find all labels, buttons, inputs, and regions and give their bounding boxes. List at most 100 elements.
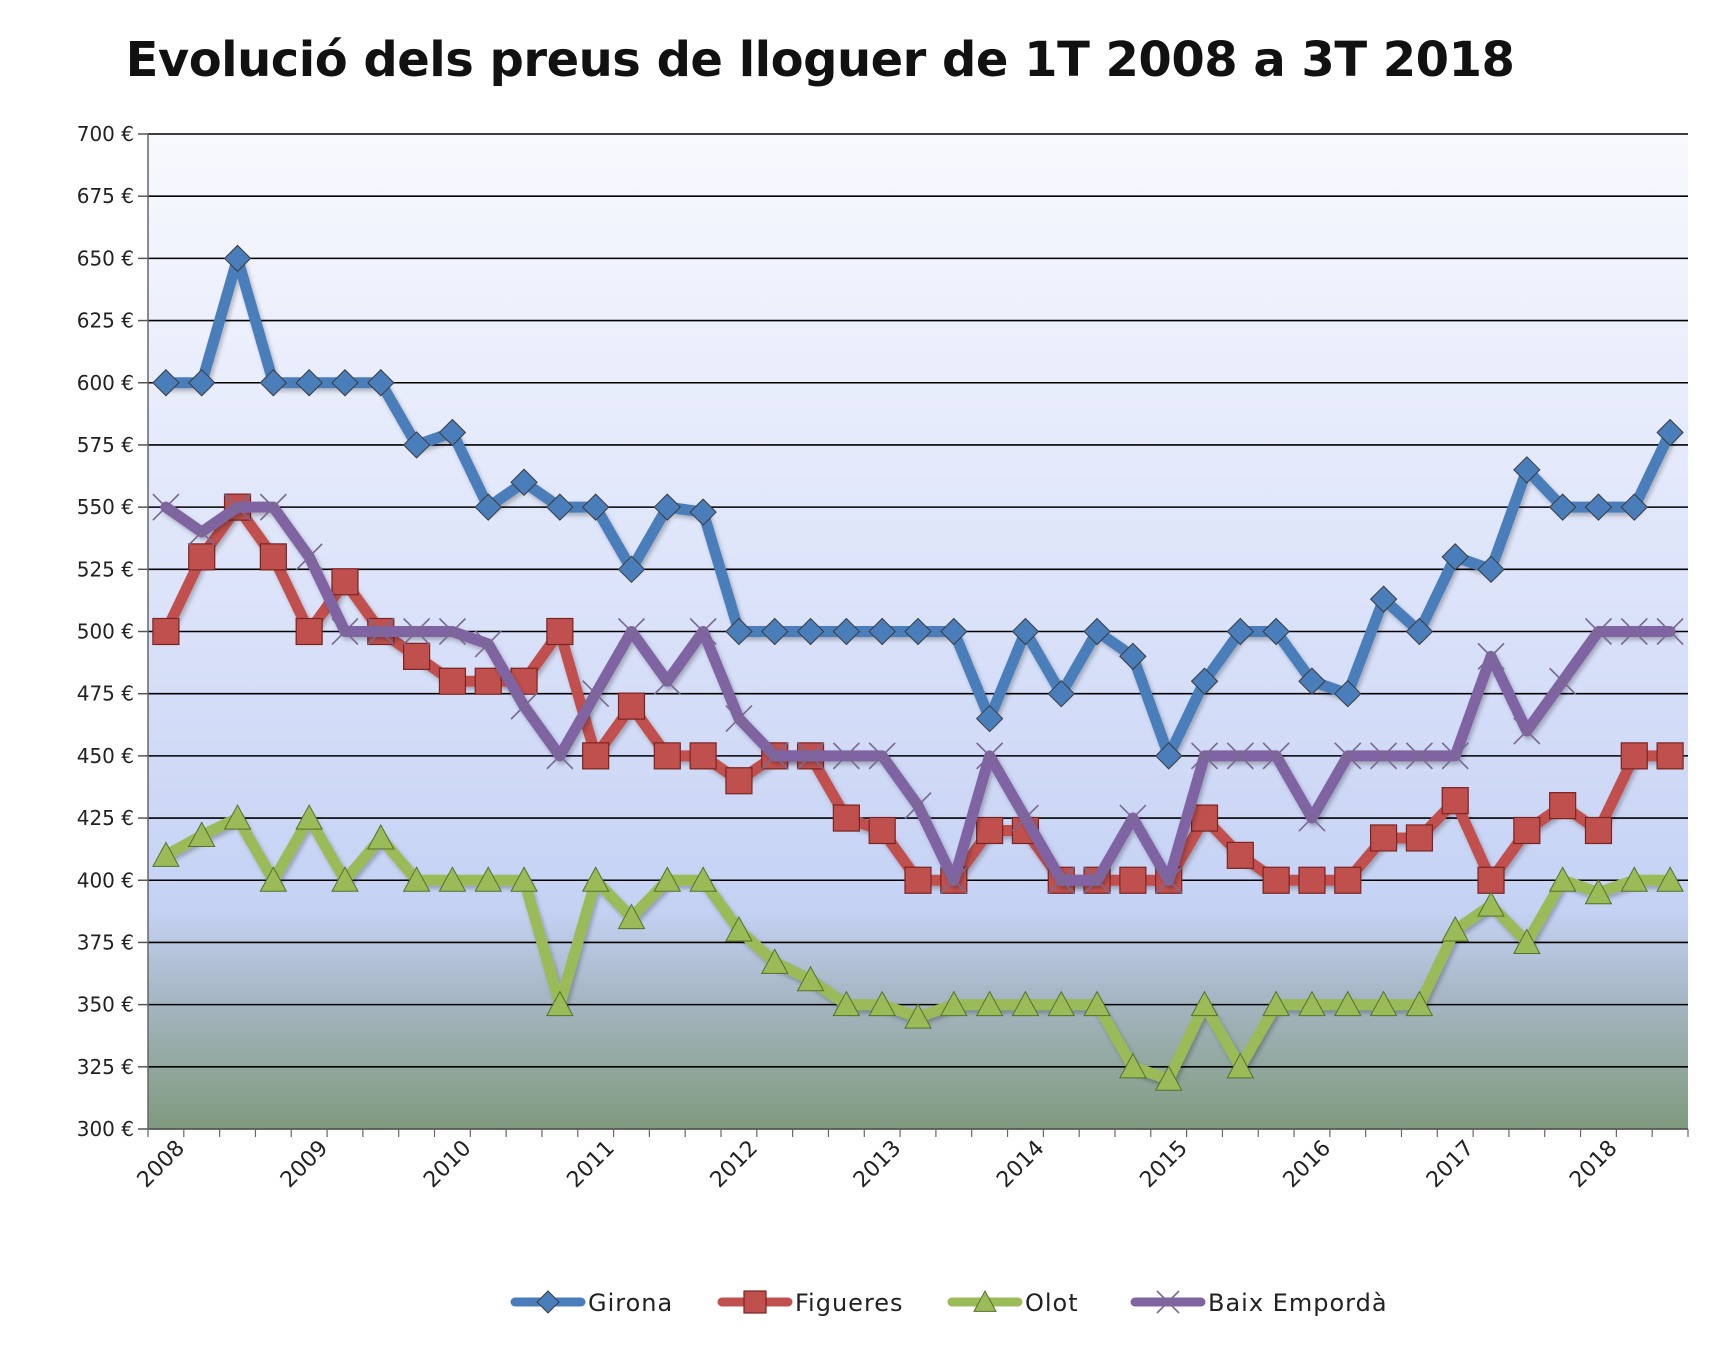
data-point [536, 1290, 560, 1314]
data-point [259, 866, 288, 892]
data-point [331, 369, 359, 397]
data-point [725, 915, 753, 942]
data-point [295, 804, 324, 830]
data-point [1047, 866, 1075, 894]
data-point [402, 866, 431, 892]
data-point [546, 990, 574, 1017]
data-point [1226, 841, 1254, 869]
data-point [1584, 816, 1613, 845]
data-point [1262, 742, 1290, 770]
data-point [1083, 990, 1111, 1017]
data-point [223, 244, 252, 273]
series-baix-empord- [152, 493, 1684, 894]
data-point [581, 493, 610, 521]
data-point [1513, 717, 1541, 745]
data-point [474, 630, 502, 658]
y-tick-label: 500 € [77, 620, 134, 644]
legend-item: Girona [510, 1289, 672, 1317]
data-point [1011, 804, 1040, 832]
y-tick-label: 675 € [77, 184, 134, 208]
legend-item: Baix Empordà [1130, 1289, 1387, 1317]
data-point [1226, 1052, 1255, 1079]
data-point [331, 568, 359, 596]
x-tick-label: 2009 [276, 1136, 333, 1193]
y-tick-label: 425 € [77, 806, 134, 830]
y-tick-label: 600 € [77, 371, 134, 395]
data-point [438, 617, 466, 646]
data-point [1334, 679, 1362, 708]
data-point [975, 704, 1004, 733]
data-point [366, 823, 395, 850]
data-point [832, 990, 861, 1017]
x-tick-label: 2017 [1422, 1136, 1479, 1193]
data-point [973, 1289, 997, 1312]
data-point [1369, 585, 1398, 613]
y-tick-label: 375 € [77, 930, 134, 954]
y-tick-label: 300 € [77, 1117, 134, 1141]
y-tick-label: 625 € [77, 309, 134, 333]
data-point [725, 617, 753, 646]
data-point [1584, 878, 1613, 905]
data-point [187, 821, 216, 848]
data-point [1513, 816, 1541, 845]
data-point [1154, 1065, 1183, 1091]
data-point [474, 667, 502, 695]
x-tick-label: 2018 [1565, 1136, 1622, 1193]
data-point [689, 866, 717, 892]
data-point [940, 617, 968, 646]
y-tick-label: 350 € [77, 993, 134, 1017]
data-point [223, 804, 252, 830]
data-point [1298, 866, 1326, 894]
data-point [367, 617, 395, 646]
x-tick-label: 2015 [1135, 1136, 1192, 1193]
data-point [939, 990, 968, 1017]
data-point [1512, 928, 1541, 954]
data-point [976, 742, 1004, 770]
data-point [1119, 1052, 1147, 1079]
data-point [1441, 543, 1469, 571]
data-point [582, 680, 610, 708]
data-point [1405, 824, 1433, 852]
data-point [868, 617, 896, 646]
y-tick-label: 700 € [77, 122, 134, 146]
data-point [1262, 866, 1290, 894]
data-point [1441, 787, 1469, 815]
data-point [1334, 866, 1362, 894]
data-point [1656, 418, 1684, 447]
data-point [223, 493, 252, 521]
data-point [832, 742, 860, 770]
data-point [743, 1290, 767, 1314]
legend-label: Olot [1025, 1289, 1079, 1317]
x-tick-label: 2010 [419, 1136, 476, 1193]
data-point [1011, 990, 1040, 1017]
y-axis: 300 € 325 € 350 € 375 € 400 € 425 € 450 € 475 €… [77, 122, 149, 1141]
data-point [1298, 990, 1326, 1017]
data-point [1298, 804, 1326, 832]
data-point [832, 617, 861, 646]
data-point [331, 866, 359, 892]
data-point [1262, 990, 1290, 1017]
x-tick-label: 2008 [133, 1136, 190, 1193]
data-point [1548, 493, 1577, 521]
x-tick-label: 2013 [849, 1136, 906, 1193]
data-point [403, 617, 431, 646]
data-point [1190, 742, 1219, 770]
data-point [1190, 667, 1219, 695]
data-point [295, 617, 323, 646]
data-point [725, 767, 753, 795]
data-point [796, 742, 825, 770]
data-point [188, 369, 216, 397]
data-point [474, 866, 503, 892]
data-point [1584, 493, 1613, 521]
data-point [1226, 742, 1254, 770]
legend-label: Figueres [795, 1289, 904, 1317]
data-point [1083, 866, 1111, 894]
data-point [1119, 866, 1147, 894]
data-point [331, 617, 359, 646]
data-point [1656, 617, 1684, 646]
data-point [1477, 555, 1505, 584]
data-point [295, 369, 323, 397]
data-point [617, 617, 646, 646]
data-point [689, 617, 717, 646]
